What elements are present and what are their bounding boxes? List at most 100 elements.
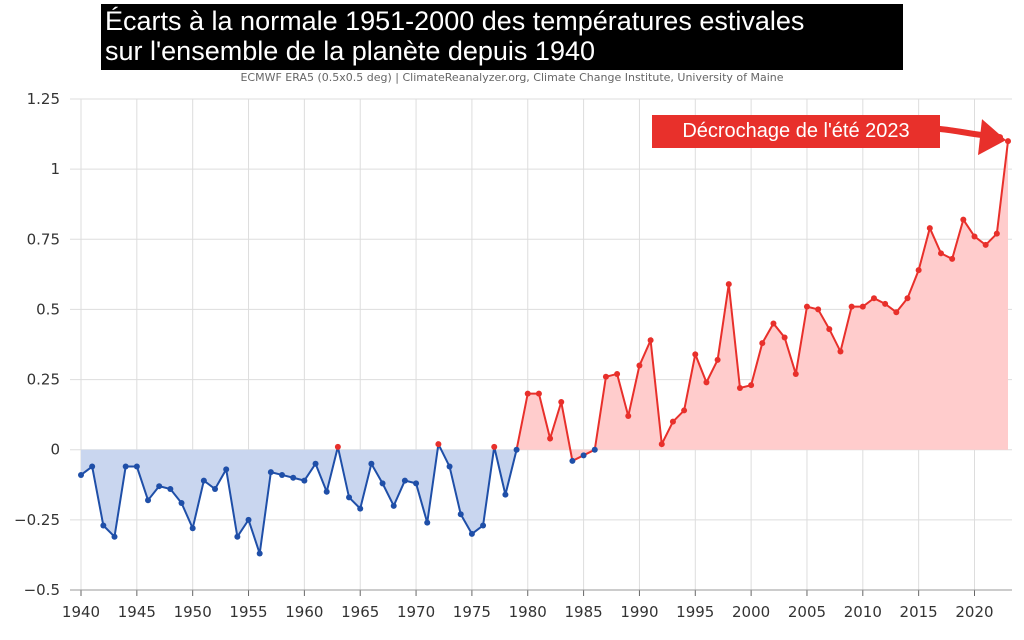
data-point bbox=[413, 480, 420, 487]
data-point bbox=[446, 463, 453, 470]
data-point bbox=[759, 340, 766, 347]
y-tick-label: −0.5 bbox=[24, 581, 60, 599]
data-point bbox=[870, 295, 877, 302]
x-tick-label: 1980 bbox=[509, 603, 547, 621]
data-point bbox=[904, 295, 911, 302]
data-point bbox=[647, 337, 654, 344]
data-point bbox=[982, 241, 989, 248]
data-point bbox=[781, 334, 788, 341]
data-point bbox=[937, 250, 944, 257]
data-point bbox=[100, 522, 107, 529]
data-point bbox=[591, 446, 598, 453]
data-point bbox=[602, 373, 609, 380]
data-point bbox=[1005, 138, 1011, 145]
data-points bbox=[78, 138, 1011, 557]
data-point bbox=[279, 471, 286, 478]
data-point bbox=[401, 477, 408, 484]
x-tick-label: 1995 bbox=[676, 603, 714, 621]
data-point bbox=[357, 505, 364, 512]
y-tick-label: 0.25 bbox=[27, 371, 60, 389]
data-point bbox=[714, 356, 721, 363]
data-point bbox=[390, 502, 397, 509]
data-point bbox=[826, 326, 833, 333]
title-background bbox=[101, 4, 903, 70]
data-point bbox=[703, 379, 710, 386]
data-point bbox=[122, 463, 129, 470]
positive-area-fill bbox=[516, 141, 1008, 461]
annotation-arrow bbox=[937, 119, 1006, 156]
data-point bbox=[234, 533, 241, 540]
data-point bbox=[457, 511, 464, 518]
data-point bbox=[882, 300, 889, 307]
y-tick-label: −0.25 bbox=[14, 511, 60, 529]
data-point bbox=[379, 480, 386, 487]
data-point bbox=[513, 446, 520, 453]
data-point bbox=[223, 466, 230, 473]
x-tick-label: 1960 bbox=[285, 603, 323, 621]
data-point bbox=[312, 460, 319, 467]
x-tick-label: 1970 bbox=[397, 603, 435, 621]
annotation-box bbox=[652, 115, 940, 148]
data-point bbox=[848, 303, 855, 310]
negative-series-line bbox=[80, 440, 518, 554]
data-point bbox=[301, 477, 308, 484]
x-tick-label: 1950 bbox=[174, 603, 212, 621]
data-point bbox=[245, 516, 252, 523]
x-tick-label: 1985 bbox=[564, 603, 602, 621]
area-fills bbox=[81, 141, 1008, 554]
chart-subtitle: ECMWF ERA5 (0.5x0.5 deg) | ClimateReanal… bbox=[240, 71, 784, 84]
data-point bbox=[156, 483, 163, 490]
data-point bbox=[267, 469, 274, 476]
x-tick-label: 1990 bbox=[620, 603, 658, 621]
data-point bbox=[971, 233, 978, 240]
x-tick-label: 1975 bbox=[453, 603, 491, 621]
data-point bbox=[993, 230, 1000, 237]
x-tick-label: 1965 bbox=[341, 603, 379, 621]
data-point bbox=[189, 525, 196, 532]
negative-area-fill bbox=[81, 444, 517, 554]
data-point bbox=[290, 474, 297, 481]
axis-tick-labels: −0.5 −0.25 0 0.25 0.5 0.75 1 1.25 1940 1945 1950 19… bbox=[14, 90, 994, 621]
data-point bbox=[803, 303, 810, 310]
x-tick-label: 2005 bbox=[788, 603, 826, 621]
data-point bbox=[625, 413, 632, 420]
data-point bbox=[893, 309, 900, 316]
data-point bbox=[524, 390, 531, 397]
data-point bbox=[200, 477, 207, 484]
data-point bbox=[636, 362, 643, 369]
x-tick-label: 1940 bbox=[62, 603, 100, 621]
data-point bbox=[792, 370, 799, 377]
data-point bbox=[323, 488, 330, 495]
data-point bbox=[658, 441, 665, 448]
data-point bbox=[960, 216, 967, 223]
chart-title-line-1: Écarts à la normale 1951-2000 des tempér… bbox=[105, 6, 805, 36]
data-point bbox=[133, 463, 140, 470]
data-point bbox=[614, 370, 621, 377]
x-tick-label: 1955 bbox=[229, 603, 267, 621]
annotation-label: Décrochage de l'été 2023 bbox=[682, 120, 910, 142]
data-point bbox=[669, 418, 676, 425]
data-point bbox=[111, 533, 118, 540]
x-tick-label: 2015 bbox=[900, 603, 938, 621]
data-point bbox=[346, 494, 353, 501]
x-tick-label: 2010 bbox=[844, 603, 882, 621]
data-point bbox=[491, 443, 498, 450]
data-point bbox=[681, 407, 688, 414]
data-point bbox=[178, 500, 185, 507]
y-tick-label: 0 bbox=[50, 441, 60, 459]
x-tick-label: 2000 bbox=[732, 603, 770, 621]
data-point bbox=[770, 320, 777, 327]
x-tick-label: 2020 bbox=[955, 603, 993, 621]
data-point bbox=[468, 530, 475, 537]
data-point bbox=[78, 471, 84, 478]
y-tick-label: 0.75 bbox=[27, 230, 60, 248]
data-point bbox=[569, 457, 576, 464]
data-point bbox=[949, 255, 956, 262]
data-point bbox=[256, 550, 263, 557]
x-tick-label: 1945 bbox=[118, 603, 156, 621]
data-point bbox=[547, 435, 554, 442]
data-point bbox=[334, 443, 341, 450]
data-point bbox=[915, 267, 922, 274]
data-point bbox=[736, 384, 743, 391]
data-point bbox=[145, 497, 152, 504]
